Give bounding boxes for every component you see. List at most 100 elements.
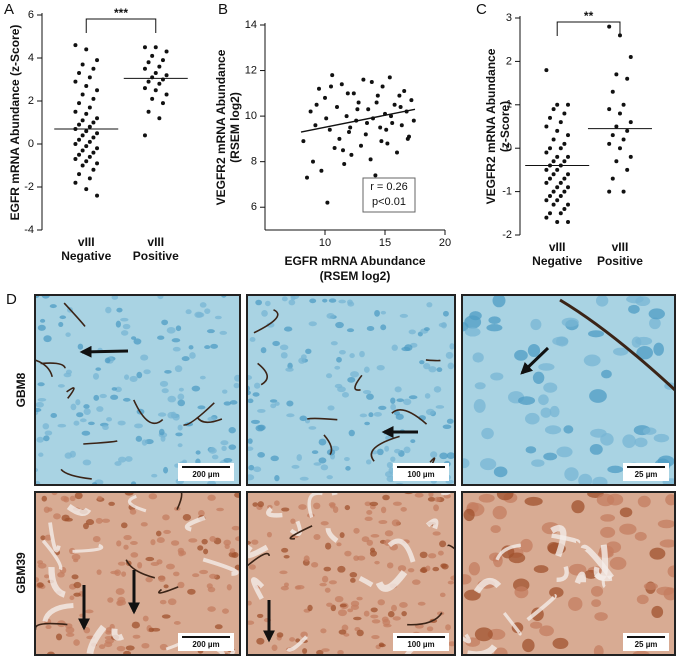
cell xyxy=(492,505,507,520)
image-frame xyxy=(461,294,676,486)
cell xyxy=(468,562,480,576)
y-tick-label: 1 xyxy=(506,99,512,111)
cell xyxy=(519,538,533,553)
cell xyxy=(463,589,481,601)
cell xyxy=(399,602,408,608)
cell xyxy=(73,420,80,426)
cell xyxy=(140,522,148,527)
cell xyxy=(417,601,426,606)
cell xyxy=(298,357,306,364)
dot xyxy=(551,202,556,207)
cell xyxy=(380,324,387,331)
cell xyxy=(347,608,354,613)
cell xyxy=(636,594,649,605)
cell xyxy=(37,398,47,402)
cell xyxy=(518,396,536,405)
dot xyxy=(555,102,560,107)
cell xyxy=(649,547,666,560)
cell xyxy=(522,638,535,653)
vessel xyxy=(125,559,156,579)
cell xyxy=(479,458,497,471)
cell xyxy=(289,637,296,642)
vessel xyxy=(307,417,338,421)
x-tick-label: Negative xyxy=(61,249,111,263)
cell xyxy=(318,457,327,464)
dot xyxy=(311,159,315,164)
dot xyxy=(87,176,92,181)
cell xyxy=(124,374,130,380)
dot xyxy=(544,180,549,185)
cell xyxy=(43,435,50,442)
cell xyxy=(514,349,528,361)
dot xyxy=(342,161,347,166)
cell xyxy=(334,365,341,370)
cell xyxy=(299,415,308,422)
significance-bracket xyxy=(85,18,157,33)
cell xyxy=(283,326,293,332)
cell xyxy=(104,641,113,648)
cell xyxy=(199,302,207,308)
cell xyxy=(166,327,176,334)
cell xyxy=(423,362,431,370)
cell xyxy=(266,322,275,328)
dot xyxy=(355,107,360,112)
cell xyxy=(280,352,288,359)
cell xyxy=(71,574,79,580)
cell xyxy=(324,587,331,593)
cell xyxy=(481,427,494,440)
cell xyxy=(335,321,344,329)
cell xyxy=(63,372,72,378)
dot xyxy=(345,91,350,96)
x-tick-label: 15 xyxy=(379,237,391,249)
cell xyxy=(391,519,401,527)
vessel xyxy=(40,362,66,369)
dot xyxy=(77,71,82,76)
cell xyxy=(403,446,411,454)
fit-line xyxy=(300,108,416,133)
cell xyxy=(207,494,216,501)
cell xyxy=(494,647,508,655)
cell xyxy=(397,565,407,572)
cell xyxy=(136,371,143,379)
cell xyxy=(634,437,648,448)
vessel xyxy=(370,435,400,462)
cell xyxy=(488,316,501,324)
y-tick-label: 0 xyxy=(506,142,512,154)
cell xyxy=(98,644,106,650)
cell xyxy=(448,641,455,647)
vessel xyxy=(83,440,118,445)
cell xyxy=(172,346,181,352)
cell xyxy=(486,324,503,332)
cell xyxy=(161,319,169,326)
cell xyxy=(69,495,76,502)
cell xyxy=(69,450,76,458)
cell xyxy=(348,429,355,437)
dot xyxy=(91,150,96,155)
cell xyxy=(201,538,208,545)
cell xyxy=(478,493,495,503)
cell xyxy=(309,298,317,304)
cell xyxy=(175,325,182,332)
image-bg xyxy=(247,295,455,485)
cell xyxy=(657,519,675,529)
dot xyxy=(150,96,155,101)
dot xyxy=(157,64,162,69)
cell xyxy=(207,416,217,422)
stroma xyxy=(526,593,557,622)
cell xyxy=(549,405,560,418)
cell xyxy=(120,330,129,336)
cell xyxy=(338,629,347,635)
cell xyxy=(206,329,215,334)
y-tick-label: 2 xyxy=(28,95,34,107)
cell xyxy=(583,354,601,367)
cell xyxy=(221,608,229,614)
cell xyxy=(165,563,175,570)
stroma xyxy=(551,533,581,545)
cell xyxy=(622,434,636,448)
cell xyxy=(252,502,259,507)
stroma xyxy=(66,503,92,516)
cell xyxy=(214,624,223,630)
cell xyxy=(589,389,607,403)
dot xyxy=(365,120,369,125)
dot xyxy=(324,116,329,121)
